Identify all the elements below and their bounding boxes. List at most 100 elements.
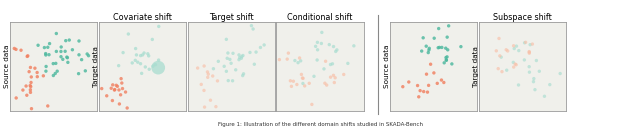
Point [491,50,501,52]
Point [527,43,538,45]
Point [140,66,150,68]
Point [298,77,308,79]
Point [26,76,36,78]
Point [64,39,74,41]
Point [225,58,235,60]
Point [418,37,428,39]
Point [80,70,90,72]
Point [109,89,120,91]
Point [114,89,124,91]
Point [424,84,434,86]
Point [501,49,511,51]
Point [531,60,541,62]
Point [136,72,147,74]
Point [519,59,529,61]
Point [397,86,408,88]
Point [202,71,212,73]
Point [404,81,414,83]
Point [422,91,433,93]
Title: Subspace shift: Subspace shift [493,13,552,22]
Point [520,42,530,44]
Point [226,62,236,64]
Point [212,80,223,82]
Point [43,105,53,107]
Point [199,65,209,67]
Point [442,56,452,58]
Point [120,91,131,93]
Point [251,51,261,53]
Point [530,89,540,91]
Point [339,73,349,76]
Point [239,73,249,75]
Point [237,74,248,77]
Point [116,78,126,80]
Point [50,72,60,74]
Point [238,55,248,57]
Point [255,46,266,49]
Point [441,59,451,61]
Point [286,85,296,87]
Point [524,51,534,53]
Point [32,76,42,78]
Point [154,25,164,27]
Point [109,89,120,91]
Point [26,108,36,110]
Point [443,49,453,51]
Point [349,45,359,47]
Point [284,52,294,54]
Point [534,70,545,72]
Point [18,89,28,91]
Point [316,42,326,45]
Point [496,56,506,58]
Point [22,94,32,96]
Point [249,63,259,65]
Point [97,88,107,90]
Point [25,89,35,91]
Point [124,33,134,35]
Point [494,37,504,39]
Point [25,85,35,87]
Point [82,53,92,55]
Point [144,68,154,70]
Point [294,57,305,59]
Point [413,96,424,98]
Point [61,56,72,58]
Point [509,45,519,47]
Point [136,63,146,65]
Point [555,72,565,74]
Point [288,80,298,82]
Point [545,84,555,86]
Point [138,54,148,56]
Point [62,57,72,59]
Point [228,52,238,54]
Point [529,78,539,80]
Point [285,80,296,82]
Point [320,82,330,84]
Point [421,73,431,75]
Point [115,103,125,105]
Point [328,74,339,76]
Point [435,46,445,48]
Point [30,67,40,69]
Point [223,52,233,54]
Point [508,61,518,63]
Point [63,61,73,63]
Point [419,90,429,93]
Point [417,50,427,52]
Point [514,50,524,52]
Point [424,49,434,51]
Point [429,72,439,74]
Point [56,46,67,48]
Point [74,40,84,42]
Point [296,73,307,75]
Point [111,84,122,86]
Point [108,84,118,86]
Point [524,51,534,53]
Point [130,59,140,61]
Point [33,44,43,46]
Point [38,75,49,77]
Point [48,74,58,77]
Point [298,77,308,79]
Point [26,86,36,88]
Point [136,55,146,57]
